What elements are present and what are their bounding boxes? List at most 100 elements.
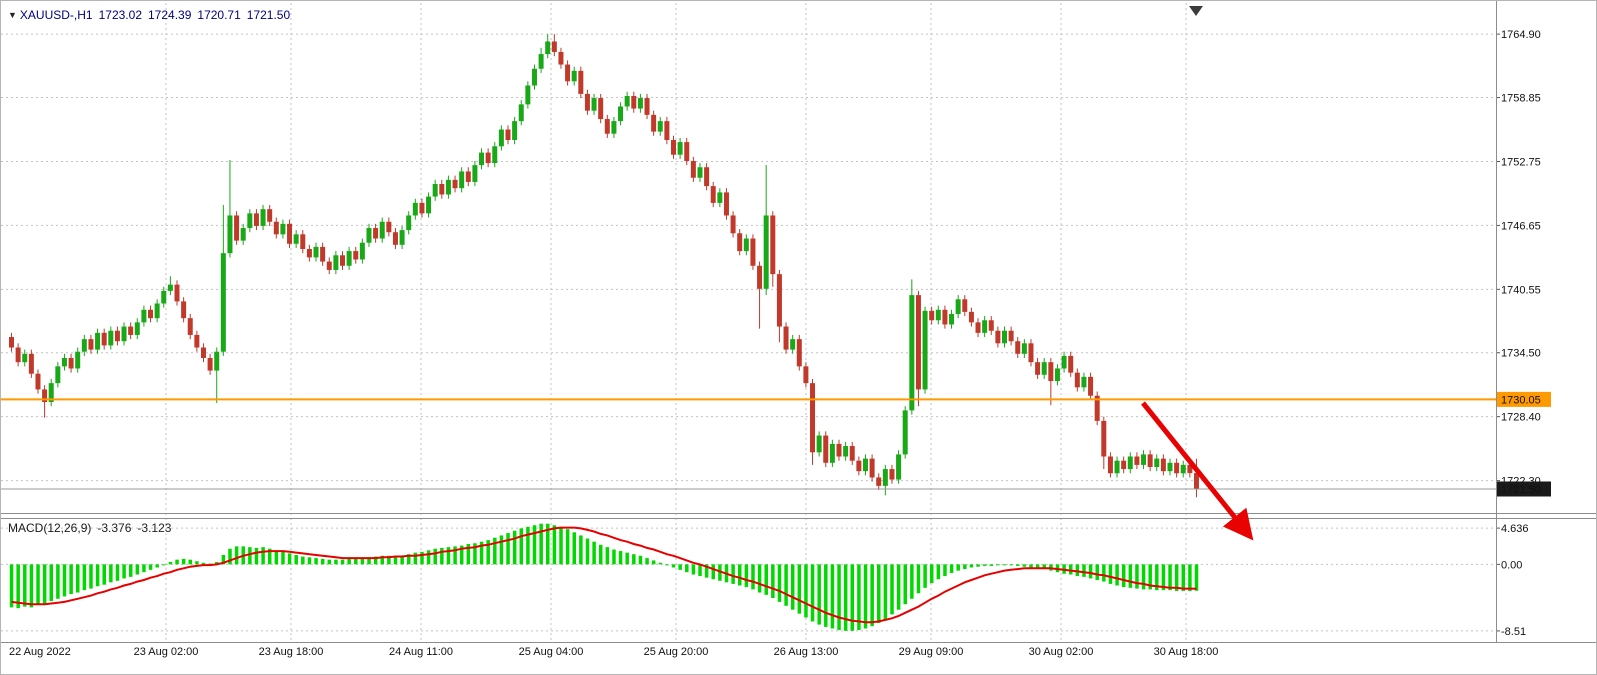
macd-bar (1141, 564, 1146, 590)
macd-bar (479, 541, 484, 565)
candle-bullish (333, 255, 339, 270)
macd-bar (1128, 564, 1133, 588)
macd-bar (1155, 564, 1159, 591)
macd-signal-value: -3.123 (137, 521, 172, 535)
macd-bar (367, 557, 371, 565)
macd-bar (228, 548, 232, 565)
macd-bar (1181, 564, 1186, 591)
time-axis-label: 22 Aug 2022 (9, 646, 71, 658)
candle-bullish (445, 179, 451, 195)
candle-bearish (194, 334, 200, 348)
macd-bar (1188, 564, 1192, 591)
macd-indicator-header: MACD(12,26,9) -3.376 -3.123 (8, 521, 171, 535)
macd-bar (923, 564, 927, 588)
macd-bar (36, 564, 40, 606)
macd-bar (109, 564, 113, 583)
candle-bullish (379, 221, 385, 239)
chart-shift-marker[interactable] (1189, 6, 1203, 16)
candle-bearish (15, 347, 21, 363)
down-trend-arrow (1141, 401, 1254, 541)
price-axis[interactable]: 1764.90 1758.85 1752.75 1746.65 1740.55 1734.… (1497, 29, 1541, 638)
macd-bar (486, 540, 490, 565)
candle-bearish (1028, 343, 1034, 363)
macd-bar (585, 538, 590, 565)
candle-bearish (671, 140, 676, 155)
macd-bar (691, 564, 696, 575)
macd-bar (294, 554, 298, 565)
shift-triangle-icon (1189, 6, 1203, 16)
macd-bar (592, 541, 596, 565)
candle-bullish (591, 98, 597, 111)
candle-bullish (1061, 355, 1067, 369)
candle-bullish (260, 209, 266, 226)
candle-bullish (220, 253, 226, 352)
candle-bullish (141, 309, 147, 323)
macd-bar (552, 525, 557, 565)
candle-bearish (267, 209, 273, 222)
macd-bar (267, 548, 272, 565)
candle-bearish (28, 353, 34, 374)
macd-bar (281, 551, 285, 565)
macd-bar (625, 552, 629, 565)
candle-bearish (598, 98, 604, 120)
macd-bar (1075, 564, 1080, 577)
candle-bearish (68, 357, 74, 369)
candle-bearish (253, 213, 259, 226)
macd-bar (969, 564, 974, 568)
macd-bar (393, 556, 398, 565)
macd-bar (201, 562, 206, 565)
candle-bearish (929, 310, 935, 321)
macd-bar (519, 528, 524, 565)
time-axis[interactable]: 22 Aug 2022 23 Aug 02:00 23 Aug 18:00 24 Au… (9, 646, 1218, 658)
macd-bar (135, 564, 140, 575)
candle-bullish (366, 228, 372, 243)
macd-axis-label: 0.00 (1501, 559, 1522, 571)
macd-bar (698, 564, 702, 577)
macd-bar (56, 564, 60, 599)
macd-bar (76, 564, 80, 593)
macd-bar (1002, 564, 1007, 566)
candle-bullish (108, 330, 114, 346)
macd-bar (195, 561, 199, 565)
candle-bearish (551, 41, 557, 52)
macd-bar (446, 547, 451, 565)
macd-bar (155, 564, 159, 568)
candle-bearish (1160, 458, 1166, 472)
macd-bar (327, 559, 332, 565)
candle-bearish (770, 215, 776, 275)
macd-bar (1029, 564, 1033, 568)
time-axis-label: 29 Aug 09:00 (899, 646, 964, 658)
macd-bar (387, 555, 391, 565)
macd-bar (420, 551, 424, 565)
macd-bar (757, 564, 762, 593)
candle-bearish (1101, 420, 1107, 457)
candle-bullish (790, 339, 796, 350)
macd-signal-layer (11, 526, 1197, 624)
candle-bullish (1154, 458, 1160, 467)
candle-bearish (604, 119, 610, 134)
candle-bearish (849, 446, 855, 461)
ohlc-open: 1723.02 (98, 8, 142, 22)
macd-bar (1102, 564, 1106, 582)
macd-bar (82, 564, 87, 591)
macd-bar (632, 554, 636, 565)
macd-bar (89, 564, 93, 589)
macd-bar (499, 535, 504, 565)
macd-bar (234, 546, 239, 565)
macd-bar (148, 564, 153, 570)
candle-bullish (293, 234, 299, 244)
candle-bullish (922, 310, 928, 390)
candle-bullish (134, 322, 140, 335)
macd-bar (102, 564, 106, 585)
candle-bearish (174, 284, 180, 302)
candle-bearish (1074, 372, 1080, 388)
macd-bar (665, 564, 669, 566)
annotation-arrow[interactable] (1141, 401, 1254, 541)
candle-bullish (121, 326, 127, 342)
candle-bullish (492, 146, 498, 164)
macd-bar (347, 558, 351, 565)
candle-bearish (300, 234, 306, 249)
candle-bullish (618, 106, 624, 122)
candle-bullish (1127, 456, 1133, 470)
